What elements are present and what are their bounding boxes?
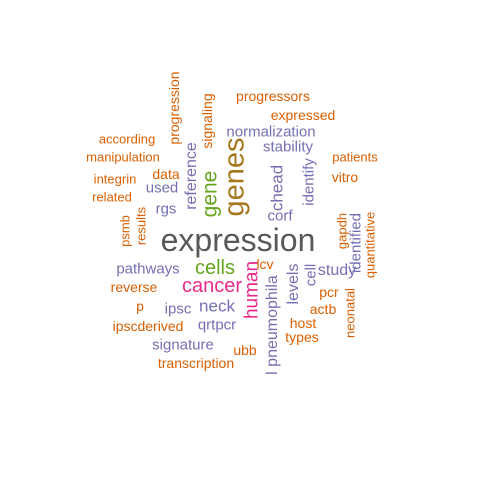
word-stability: stability (262, 138, 314, 156)
word-types: types (285, 329, 319, 345)
word-lcv: lcv (256, 256, 274, 272)
word-patients: patients (332, 149, 378, 165)
word-data: data (152, 166, 180, 182)
word-results: results (133, 206, 149, 246)
word-gapdh: gapdh (334, 212, 350, 250)
word-cells: cells (194, 257, 236, 279)
word-l-pneumophila: l pneumophila (264, 275, 281, 375)
word-p: p (136, 298, 144, 314)
word-expressed: expressed (270, 107, 336, 123)
word-progression: progression (166, 71, 182, 145)
word-integrin: integrin (93, 171, 137, 187)
word-identify: identify (300, 158, 318, 206)
word-corf: corf (267, 207, 293, 225)
word-related: related (92, 189, 132, 205)
word-pcr: pcr (319, 284, 339, 300)
word-used: used (145, 179, 179, 197)
word-ipscderived: ipscderived (112, 318, 184, 334)
word-host: host (289, 315, 317, 331)
word-progressors: progressors (236, 88, 310, 104)
word-signaling: signaling (199, 93, 215, 149)
word-according: according (98, 131, 156, 147)
word-normalization: normalization (226, 123, 316, 141)
word-chead: chead (267, 164, 287, 212)
word-expression: expression (160, 222, 316, 258)
word-levels: levels (285, 263, 302, 305)
word-psmb: psmb (117, 215, 133, 247)
word-genes: genes (218, 137, 251, 217)
word-reference: reference (183, 142, 200, 210)
word-quantitative: quantitative (362, 211, 378, 279)
word-pathways: pathways (116, 260, 180, 278)
word-neck: neck (199, 296, 235, 316)
word-manipulation: manipulation (86, 149, 160, 165)
word-qrtpcr: qrtpcr (197, 316, 237, 334)
word-ipsc: ipsc (164, 300, 192, 318)
word-actb: actb (309, 301, 337, 317)
word-ubb: ubb (233, 342, 257, 358)
word-neonatal: neonatal (342, 288, 358, 338)
word-identified: identified (347, 212, 365, 274)
word-gene: gene (198, 170, 222, 218)
word-transcription: transcription (157, 355, 235, 371)
word-rgs: rgs (155, 200, 177, 218)
word-signature: signature (152, 336, 214, 354)
word-vitro: vitro (331, 169, 359, 185)
word-cell: cell (302, 263, 320, 287)
word-reverse: reverse (110, 279, 158, 295)
word-cancer: cancer (181, 275, 243, 297)
word-study: study (317, 262, 357, 279)
